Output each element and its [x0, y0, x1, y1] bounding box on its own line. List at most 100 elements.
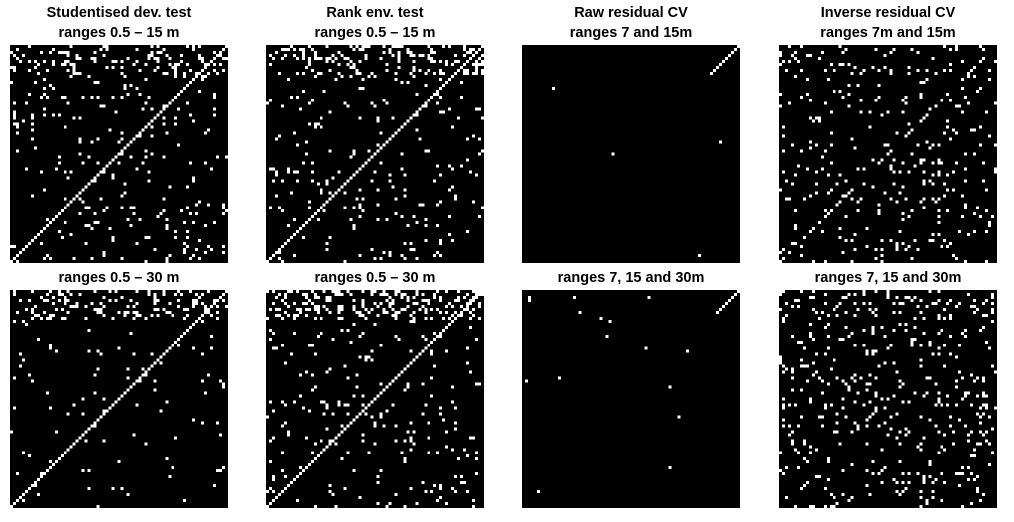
heatmap-cell: [204, 161, 208, 165]
heatmap-cell: [943, 68, 947, 72]
heatmap-cell: [204, 310, 208, 314]
heatmap-cell: [817, 221, 821, 225]
heatmap-cell: [779, 50, 782, 54]
heatmap-cell: [883, 466, 887, 470]
heatmap-cell: [946, 188, 950, 192]
heatmap-cell: [892, 301, 896, 305]
heatmap-cell: [793, 448, 797, 452]
heatmap-cell: [403, 388, 407, 392]
heatmap-cell: [33, 80, 37, 84]
heatmap-cell: [201, 56, 205, 60]
heatmap-cell: [433, 331, 437, 335]
heatmap-cell: [222, 292, 226, 296]
heatmap-cell: [916, 472, 920, 476]
heatmap-cell: [298, 394, 302, 398]
heatmap-cell: [129, 140, 133, 144]
heatmap-cell: [141, 367, 145, 371]
heatmap-cell: [439, 59, 443, 63]
heatmap-cell: [826, 212, 830, 216]
heatmap-cell: [102, 45, 106, 48]
heatmap-cell: [991, 295, 995, 299]
heatmap-cell: [406, 382, 410, 386]
heatmap-cell: [334, 442, 338, 446]
heatmap-cell: [847, 83, 851, 87]
heatmap-cell: [919, 448, 923, 452]
heatmap-cell: [436, 224, 440, 228]
heatmap-cell: [57, 155, 61, 159]
heatmap-cell: [78, 191, 82, 195]
heatmap-cell: [84, 439, 88, 443]
heatmap-cell: [814, 191, 818, 195]
heatmap-cell: [466, 50, 470, 54]
heatmap-cell: [138, 92, 142, 96]
heatmap-cell: [719, 62, 723, 66]
heatmap-cell: [69, 74, 73, 78]
heatmap-cell: [120, 487, 124, 491]
heatmap-cell: [156, 65, 160, 69]
heatmap-cell: [400, 254, 404, 258]
heatmap-cell: [195, 301, 199, 305]
heatmap-cell: [132, 212, 136, 216]
heatmap-cell: [135, 47, 139, 51]
heatmap-cell: [940, 161, 944, 165]
heatmap-cell: [147, 170, 151, 174]
heatmap-cell: [358, 116, 362, 120]
heatmap-cell: [448, 301, 452, 305]
heatmap-cell: [907, 400, 911, 404]
heatmap-cell: [901, 98, 905, 102]
heatmap-cell: [925, 77, 929, 81]
heatmap-matrix: [779, 45, 997, 263]
heatmap-cell: [805, 167, 809, 171]
heatmap-cell: [829, 209, 833, 213]
heatmap-cell: [406, 298, 410, 302]
heatmap-cell: [367, 158, 371, 162]
heatmap-cell: [147, 95, 151, 99]
heatmap-cell: [283, 421, 287, 425]
heatmap-cell: [325, 298, 329, 302]
heatmap-cell: [216, 53, 220, 57]
heatmap-cell: [12, 290, 16, 293]
heatmap-cell: [722, 59, 726, 63]
heatmap-cell: [370, 290, 374, 293]
heatmap-cell: [403, 307, 407, 311]
heatmap-cell: [475, 65, 479, 69]
panel-title: Rank env. test: [326, 5, 424, 21]
heatmap-cell: [162, 352, 166, 356]
heatmap-cell: [165, 131, 169, 135]
heatmap-cell: [93, 212, 97, 216]
heatmap-cell: [343, 191, 347, 195]
heatmap-cell: [904, 433, 908, 437]
heatmap-cell: [313, 457, 317, 461]
heatmap-cell: [481, 68, 484, 72]
heatmap-cell: [126, 92, 130, 96]
heatmap-cell: [901, 301, 905, 305]
heatmap-cell: [376, 502, 380, 506]
heatmap-cell: [159, 110, 163, 114]
heatmap-cell: [427, 98, 431, 102]
heatmap-cell: [111, 487, 115, 491]
heatmap-cell: [379, 391, 383, 395]
heatmap-cell: [213, 484, 217, 488]
heatmap-cell: [18, 352, 22, 356]
heatmap-cell: [111, 316, 115, 320]
heatmap-cell: [24, 101, 28, 105]
heatmap-cell: [198, 56, 202, 60]
heatmap-cell: [898, 379, 902, 383]
heatmap-cell: [454, 71, 458, 75]
heatmap-cell: [403, 457, 407, 461]
heatmap-cell: [805, 92, 809, 96]
heatmap-cell: [874, 313, 878, 317]
heatmap-cell: [367, 355, 371, 359]
heatmap-cell: [66, 448, 70, 452]
heatmap-cell: [943, 239, 947, 243]
heatmap-cell: [910, 340, 914, 344]
heatmap-cell: [427, 436, 431, 440]
heatmap-cell: [292, 218, 296, 222]
heatmap-cell: [874, 349, 878, 353]
heatmap-cell: [385, 68, 389, 72]
heatmap-cell: [54, 460, 58, 464]
heatmap-cell: [210, 248, 214, 252]
heatmap-cell: [120, 295, 124, 299]
heatmap-cell: [475, 451, 479, 455]
heatmap-cell: [102, 170, 106, 174]
